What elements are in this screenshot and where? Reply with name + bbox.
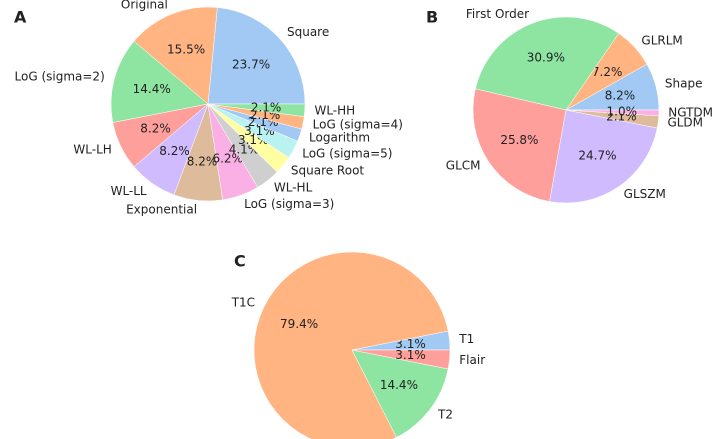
wedge-label: WL-LH [73, 143, 111, 157]
panel-label: B [426, 8, 438, 27]
wedge-label: Logarithm [309, 131, 370, 145]
wedge-label: GLDM [667, 116, 703, 130]
wedge-percent: 24.7% [578, 149, 616, 163]
wedge-label: T1 [458, 332, 474, 346]
wedge-label: WL-LL [111, 184, 147, 198]
wedge-label: Square [287, 25, 329, 39]
wedge-percent: 14.4% [380, 378, 418, 392]
panel-label: A [14, 8, 27, 27]
wedge-percent: 23.7% [232, 57, 270, 71]
wedge-label: LoG (sigma=3) [244, 197, 334, 211]
wedge-label: GLRLM [641, 33, 682, 47]
wedge-label: Exponential [126, 203, 197, 217]
wedge-percent: 3.1% [395, 348, 426, 362]
pie-wedge [110, 40, 209, 123]
wedge-percent: 3.1% [395, 337, 426, 351]
pie-wedge [207, 103, 306, 117]
wedge-label: NGTDM [668, 106, 713, 120]
wedge-percent: 8.2% [187, 154, 218, 168]
wedge-percent: 8.2% [140, 122, 171, 136]
wedge-label: WL-HL [274, 180, 313, 194]
wedge-percent: 8.2% [605, 88, 636, 102]
wedge-percent: 30.9% [527, 50, 565, 64]
pie-wedge [472, 88, 567, 202]
pie-wedge [253, 251, 449, 439]
wedge-label: Shape [665, 76, 703, 90]
pie-wedge [565, 109, 660, 117]
pie-wedge [351, 349, 451, 370]
wedge-percent: 79.4% [280, 317, 318, 331]
wedge-label: T1C [231, 295, 255, 309]
pie-wedge [351, 349, 449, 438]
wedge-percent: 15.5% [167, 43, 205, 57]
pie-wedge [133, 6, 218, 105]
wedge-percent: 14.4% [133, 82, 171, 96]
panel-label: C [234, 252, 246, 271]
wedge-label: First Order [466, 7, 529, 21]
wedge-label: Square Root [291, 164, 365, 178]
pie-wedge [549, 109, 658, 204]
wedge-label: Flair [459, 353, 485, 367]
wedge-percent: 8.2% [159, 144, 190, 158]
wedge-label: GLCM [446, 159, 481, 173]
wedge-label: WL-HH [314, 103, 355, 117]
wedge-label: LoG (sigma=5) [302, 147, 392, 161]
wedge-percent: 2.1% [251, 100, 282, 114]
wedge-label: LoG (sigma=4) [313, 117, 403, 131]
pie-wedge [207, 7, 306, 105]
pie-wedge [475, 16, 620, 111]
wedge-percent: 6.2% [212, 151, 243, 165]
wedge-label: GLSZM [624, 187, 666, 201]
wedge-percent: 25.8% [500, 133, 538, 147]
wedge-label: T2 [437, 407, 453, 421]
wedge-label: Original [121, 0, 168, 12]
wedge-percent: 7.2% [592, 65, 623, 79]
wedge-percent: 1.0% [607, 104, 638, 118]
wedge-label: LoG (sigma=2) [15, 70, 105, 84]
